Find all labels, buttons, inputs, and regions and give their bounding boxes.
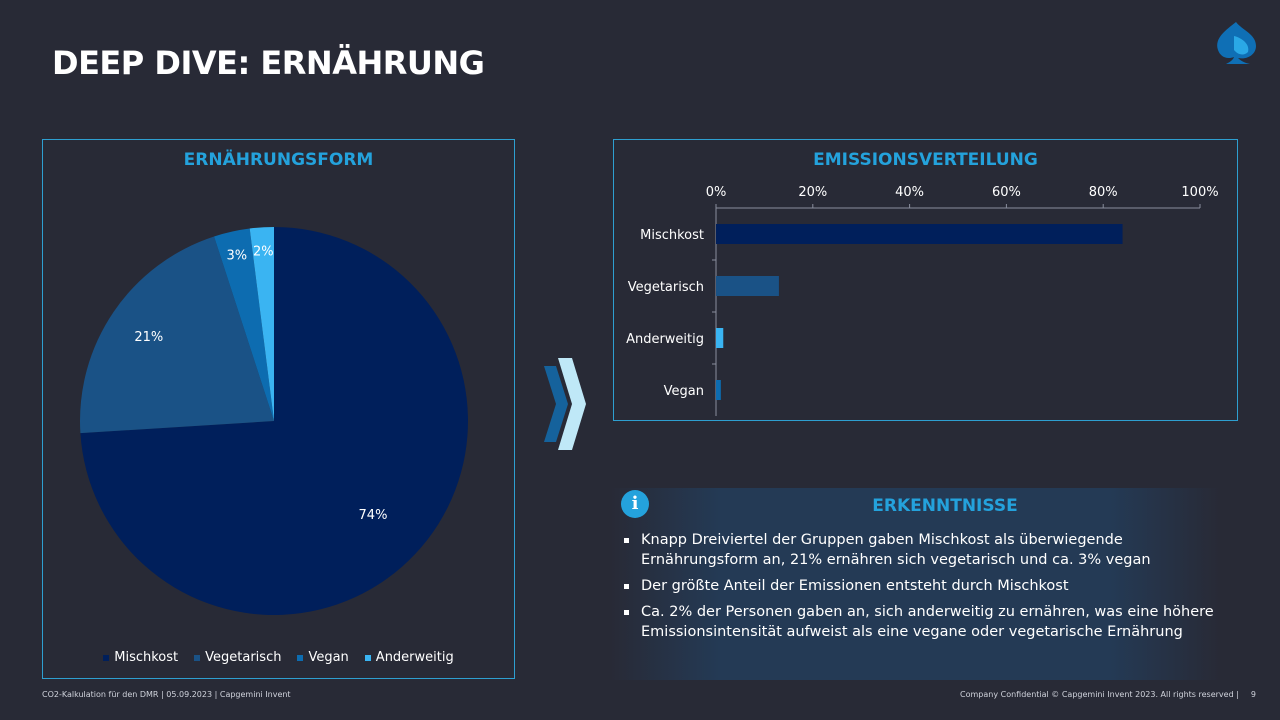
insight-bullet: Knapp Dreiviertel der Gruppen gaben Misc… [624,530,1214,570]
footer-copyright: Company Confidential © Capgemini Invent … [960,690,1239,699]
legend-item-vegan: Vegan [297,650,349,665]
pie-chart-panel: ERNÄHRUNGSFORM 74% 21% 3% 2% Mischkost Veget… [42,139,515,679]
bar-chart: 0% 20% 40% 60% 80% 100% Mischkost Vegetarisch An… [626,185,1219,416]
insights-box: i ERKENNTNISSE Knapp Dreiviertel der Gru… [610,488,1220,680]
insights-title: ERKENNTNISSE [872,496,1018,516]
legend-item-vegetarisch: Vegetarisch [194,650,281,665]
bar-mischkost [716,224,1123,244]
bar-anderweitig [716,328,724,348]
info-icon: i [621,490,649,518]
pie-data-label: 74% [359,508,388,523]
pie-slice-vegan [214,228,274,421]
legend-swatch [364,654,371,661]
x-tick-label: 80% [1089,185,1118,200]
pie-data-label: 21% [134,330,163,345]
x-tick-label: 100% [1181,185,1218,200]
legend-swatch [297,654,304,661]
bar-chart-panel: EMISSIONSVERTEILUNG 0% 20% 40% 60% 80% 100% Mi… [613,139,1238,421]
y-category-label: Mischkost [640,228,704,243]
page-title: DEEP DIVE: ERNÄHRUNG [52,44,485,82]
legend-swatch [103,654,110,661]
pie-legend: Mischkost Vegetarisch Vegan Anderweitig [43,650,514,665]
footer-left: CO2-Kalkulation für den DMR | 05.09.2023… [42,690,291,699]
pie-data-label: 2% [253,245,274,260]
x-tick-label: 40% [895,185,924,200]
x-tick-label: 20% [798,185,827,200]
spade-logo-icon [1217,22,1256,64]
footer-right: Company Confidential © Capgemini Invent … [960,690,1256,699]
pie-slice-mischkost [80,227,468,615]
legend-label: Vegan [308,650,349,665]
legend-item-mischkost: Mischkost [103,650,178,665]
y-category-label: Vegan [664,384,704,399]
bar-vegetarisch [716,276,779,296]
bar-chart-title: EMISSIONSVERTEILUNG [813,150,1038,170]
legend-label: Mischkost [114,650,179,665]
pie-slice-vegetarisch [80,236,274,434]
insight-bullet: Ca. 2% der Personen gaben an, sich ander… [624,602,1214,642]
legend-label: Vegetarisch [205,650,282,665]
insight-bullet: Der größte Anteil der Emissionen entsteh… [624,576,1214,596]
x-tick-label: 60% [992,185,1021,200]
y-category-label: Anderweitig [626,332,704,347]
legend-item-anderweitig: Anderweitig [364,650,454,665]
bar-vegan [716,380,721,400]
legend-label: Anderweitig [375,650,454,665]
pie-chart-title: ERNÄHRUNGSFORM [183,150,374,170]
pie-chart: 74% 21% 3% 2% [80,227,468,615]
x-tick-label: 0% [706,185,727,200]
legend-swatch [194,654,201,661]
pie-slice-anderweitig [249,227,274,421]
page-number: 9 [1250,690,1256,699]
y-category-label: Vegetarisch [628,280,704,295]
insights-list: Knapp Dreiviertel der Gruppen gaben Misc… [624,530,1214,648]
double-chevron-right-icon [544,358,586,450]
pie-data-label: 3% [226,248,247,263]
